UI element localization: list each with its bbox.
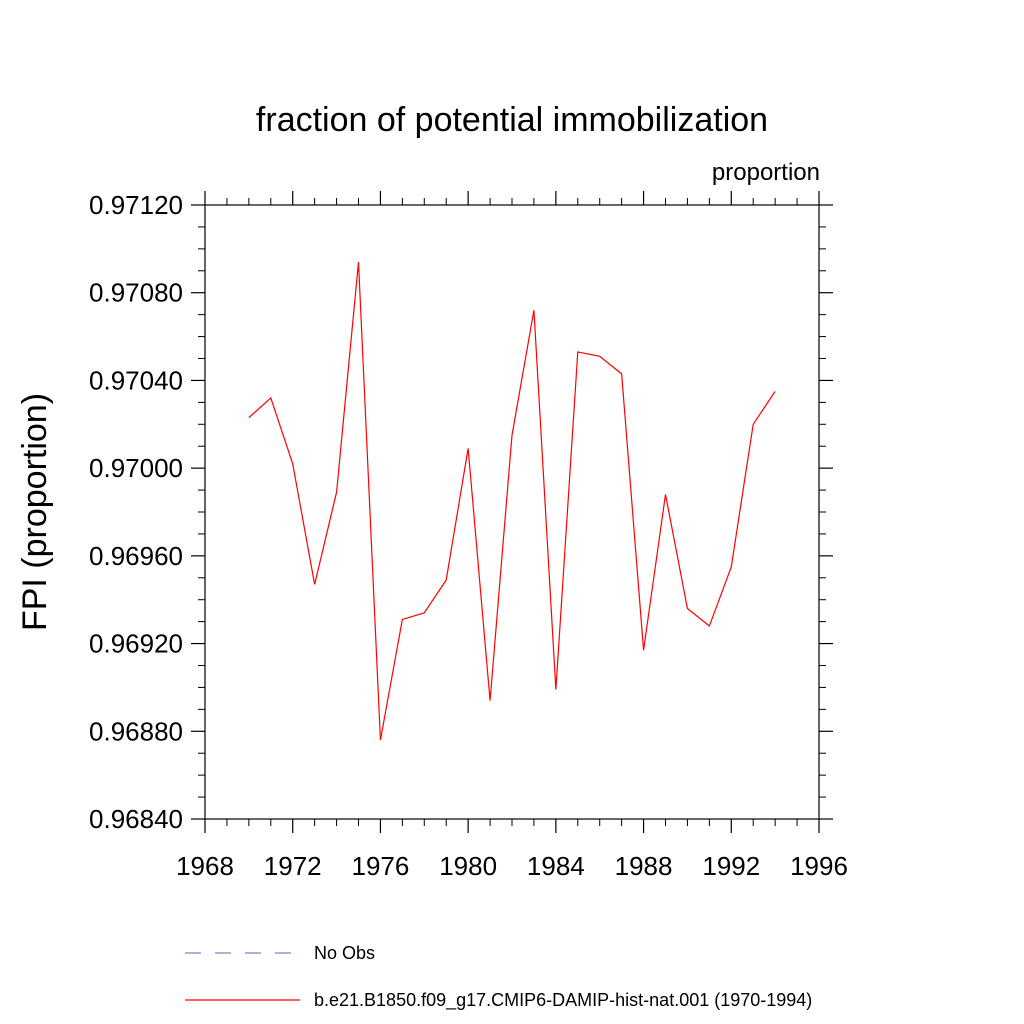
y-tick-label: 0.97120 [89, 190, 183, 220]
x-tick-label: 1984 [527, 851, 585, 881]
y-tick-label: 0.97040 [89, 365, 183, 395]
data-point-1977 [401, 618, 404, 621]
data-point-1972 [291, 462, 294, 465]
axis-ticks [191, 191, 833, 833]
units-label: proportion [712, 159, 820, 186]
data-point-1975 [357, 261, 360, 264]
legend: No Obs b.e21.B1850.f09_g17.CMIP6-DAMIP-h… [185, 943, 812, 1011]
x-tick-label: 1980 [439, 851, 497, 881]
legend-label-no-obs: No Obs [314, 943, 375, 963]
data-point-1981 [489, 699, 492, 702]
x-tick-label: 1972 [264, 851, 322, 881]
data-point-1973 [313, 583, 316, 586]
legend-label-hist-nat: b.e21.B1850.f09_g17.CMIP6-DAMIP-hist-nat… [314, 990, 812, 1011]
data-point-1987 [620, 372, 623, 375]
data-point-1974 [335, 491, 338, 494]
data-point-1982 [511, 434, 514, 437]
y-tick-label: 0.96960 [89, 541, 183, 571]
chart-title: fraction of potential immobilization [256, 101, 768, 139]
data-point-1993 [752, 423, 755, 426]
data-point-1979 [445, 578, 448, 581]
x-tick-label: 1976 [352, 851, 410, 881]
y-tick-label: 0.97000 [89, 453, 183, 483]
data-point-1978 [423, 611, 426, 614]
y-tick-label: 0.97080 [89, 278, 183, 308]
data-point-1994 [774, 390, 777, 393]
series-points [247, 261, 776, 742]
y-tick-label: 0.96880 [89, 716, 183, 746]
y-tick-label: 0.96920 [89, 629, 183, 659]
y-tick-label: 0.96840 [89, 804, 183, 834]
y-axis-label: FPI (proportion) [16, 393, 54, 631]
data-point-1989 [664, 493, 667, 496]
data-point-1986 [598, 355, 601, 358]
data-point-1992 [730, 565, 733, 568]
data-point-1991 [708, 625, 711, 628]
data-point-1976 [379, 739, 382, 742]
data-point-1970 [247, 416, 250, 419]
x-tick-label: 1992 [702, 851, 760, 881]
data-point-1988 [642, 649, 645, 652]
series-line-hist-nat [248, 261, 776, 741]
x-tick-label: 1968 [176, 851, 234, 881]
tick-labels: 1968 1972 1976 1980 1984 1988 1992 1996 0.96840 0… [89, 190, 848, 881]
plot-frame [204, 204, 820, 820]
data-point-1980 [467, 447, 470, 450]
data-point-1990 [686, 607, 689, 610]
data-point-1983 [532, 309, 535, 312]
data-point-1971 [269, 396, 272, 399]
x-tick-label: 1988 [615, 851, 673, 881]
data-point-1984 [554, 688, 557, 691]
x-tick-label: 1996 [790, 851, 848, 881]
data-point-1985 [576, 350, 579, 353]
